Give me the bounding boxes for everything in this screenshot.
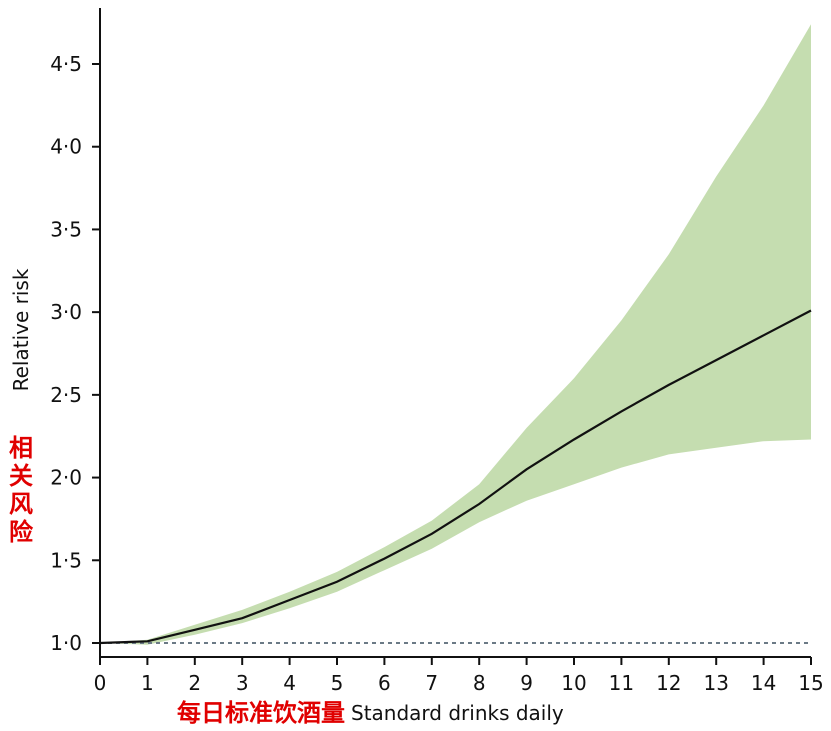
x-tick-label: 3 — [236, 671, 249, 695]
confidence-band — [100, 24, 811, 645]
y-tick-label: 4·5 — [50, 52, 82, 76]
x-tick-label: 13 — [703, 671, 728, 695]
plot-area — [99, 24, 812, 645]
y-tick-label: 4·0 — [50, 135, 82, 159]
x-tick-label: 12 — [656, 671, 681, 695]
x-tick-label: 15 — [798, 671, 823, 695]
x-tick-label: 14 — [751, 671, 776, 695]
x-tick-label: 4 — [283, 671, 296, 695]
axis-ticks: 0 1 2 3 4 5 6 7 8 9 10 11 12 13 14 151·01·52·02·53·03·5… — [50, 52, 824, 695]
x-tick-label: 5 — [331, 671, 344, 695]
x-tick-label: 2 — [188, 671, 201, 695]
x-tick-label: 9 — [520, 671, 533, 695]
y-tick-label: 2·5 — [50, 383, 82, 407]
x-tick-label: 7 — [425, 671, 438, 695]
x-axis-label: Standard drinks daily — [351, 701, 564, 725]
relative-risk-line — [99, 309, 812, 645]
x-tick-label: 10 — [561, 671, 586, 695]
y-axis-label-cn: 相 关 风 险 — [9, 434, 34, 546]
y-axis-label-cn-char: 关 — [9, 462, 33, 490]
y-tick-label: 1·0 — [50, 631, 82, 655]
y-tick-label: 1·5 — [50, 548, 82, 572]
x-tick-label: 1 — [141, 671, 154, 695]
y-axis-label-cn-char: 风 — [9, 490, 33, 518]
y-tick-label: 3·0 — [50, 300, 82, 324]
y-axis-label: Relative risk — [9, 268, 33, 391]
x-tick-label: 6 — [378, 671, 391, 695]
x-tick-label: 8 — [473, 671, 486, 695]
y-axis-label-cn-char: 险 — [9, 518, 34, 546]
y-tick-label: 2·0 — [50, 466, 82, 490]
x-tick-label: 0 — [94, 671, 107, 695]
x-tick-label: 11 — [609, 671, 634, 695]
y-axis-label-cn-char: 相 — [9, 434, 33, 462]
x-axis-label-cn: 每日标准饮酒量 — [177, 699, 345, 727]
y-tick-label: 3·5 — [50, 217, 82, 241]
